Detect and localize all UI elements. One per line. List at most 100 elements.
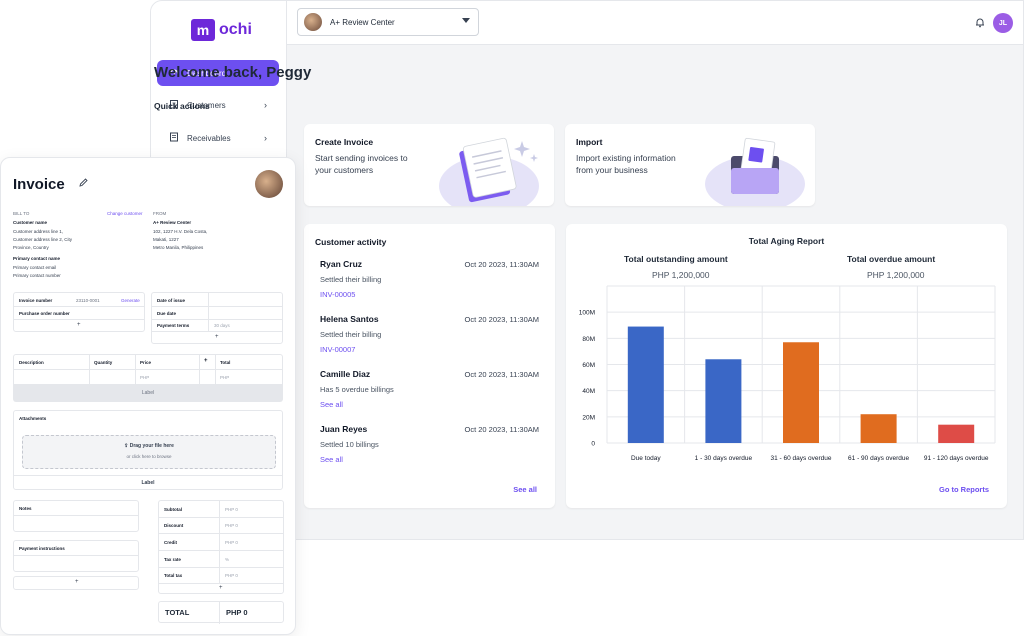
- see-all-link[interactable]: See all: [513, 485, 537, 494]
- activity-link[interactable]: INV-00007: [320, 345, 356, 354]
- sidebar-item-receivables[interactable]: Receivables ›: [157, 125, 279, 151]
- payment-instructions-label: Payment instructions: [19, 546, 65, 551]
- y-tick-label: 20M: [582, 414, 595, 421]
- add-column-button[interactable]: +: [204, 358, 208, 364]
- x-tick-label: 61 - 90 days overdue: [848, 455, 909, 462]
- file-dropzone[interactable]: ⇪ Drag your file here or click here to b…: [22, 435, 276, 469]
- card-subtitle: Import existing information from your bu…: [576, 153, 676, 175]
- dates-box: Date of issue Due date Payment terms 30 …: [151, 292, 283, 344]
- address-line-1: Customer address line 1,: [13, 229, 64, 234]
- aging-report-card: Total Aging Report Total outstanding amo…: [566, 224, 1007, 508]
- sidebar-item-customers[interactable]: Customers ›: [157, 92, 279, 118]
- generate-link[interactable]: Generate: [121, 298, 140, 303]
- primary-contact-number: Primary contact number: [13, 273, 61, 278]
- attachments-label: Attachments: [19, 416, 47, 421]
- summary-value[interactable]: %: [225, 557, 230, 562]
- bell-icon[interactable]: [975, 17, 985, 31]
- payment-terms-input[interactable]: 30 days: [214, 323, 230, 328]
- address-line-3: Province, Country: [13, 245, 49, 250]
- organization-select[interactable]: A+ Review Center: [297, 8, 479, 36]
- add-section-row: +: [13, 576, 139, 590]
- add-summary-row-button[interactable]: +: [219, 585, 223, 591]
- go-to-reports-link[interactable]: Go to Reports: [939, 485, 989, 494]
- activity-description: Settled their billing: [320, 275, 382, 284]
- column-header-price: Price: [140, 360, 152, 365]
- sidebar-item-label: Customers: [187, 100, 226, 110]
- activity-item: Juan Reyes Settled 10 billings See all: [320, 424, 379, 464]
- x-tick-label: Due today: [631, 455, 661, 462]
- outstanding-label: Total outstanding amount: [624, 254, 728, 264]
- logo-text: ochi: [219, 21, 252, 38]
- activity-link[interactable]: See all: [320, 400, 343, 409]
- invoice-illustration-icon: [439, 137, 539, 206]
- y-tick-label: 80M: [582, 336, 595, 343]
- aging-report-title: Total Aging Report: [748, 236, 825, 246]
- bar[interactable]: [705, 359, 742, 443]
- add-row-button[interactable]: +: [215, 334, 219, 340]
- create-invoice-card[interactable]: Create Invoice Start sending invoices to…: [304, 124, 554, 206]
- x-tick-label: 31 - 60 days overdue: [770, 455, 831, 462]
- activity-name: Ryan Cruz: [320, 259, 363, 269]
- card-subtitle: Start sending invoices to your customers: [315, 153, 408, 175]
- summary-value: PHP 0: [225, 573, 238, 578]
- invoice-title: Invoice: [13, 176, 65, 193]
- y-tick-label: 0: [591, 441, 595, 448]
- add-section-button[interactable]: +: [75, 579, 79, 585]
- activity-description: Settled 10 billings: [320, 440, 379, 449]
- y-tick-label: 40M: [582, 388, 595, 395]
- x-tick-label: 1 - 30 days overdue: [695, 455, 753, 462]
- browse-text: or click here to browse: [126, 454, 172, 459]
- summary-value[interactable]: PHP 0: [225, 540, 238, 545]
- activity-item: Camille Diaz Has 5 overdue billings See …: [320, 369, 394, 409]
- po-label: Purchase order number: [19, 311, 70, 316]
- from-address-3: Metro Manila, Philippines: [153, 245, 204, 250]
- payment-instructions-box: Payment instructions: [13, 540, 139, 572]
- customer-name-label: Customer name: [13, 220, 48, 225]
- building-icon: [169, 99, 179, 111]
- price-input[interactable]: PHP: [140, 375, 150, 380]
- notes-box: Notes: [13, 500, 139, 532]
- activity-link[interactable]: INV-00005: [320, 290, 356, 299]
- primary-contact-label: Primary contact name: [13, 256, 61, 261]
- bar[interactable]: [783, 342, 819, 443]
- receipt-icon: [169, 132, 179, 144]
- column-header-description: Description: [19, 360, 44, 365]
- chevron-right-icon: ›: [264, 100, 267, 110]
- total-box: TOTAL PHP 0: [158, 601, 284, 624]
- sidebar-item-label: Dashboard: [187, 68, 227, 78]
- summary-value: PHP 0: [225, 507, 238, 512]
- bar[interactable]: [860, 414, 897, 443]
- total-label: TOTAL: [165, 608, 190, 617]
- from-name: A+ Review Center: [153, 220, 192, 225]
- pencil-icon[interactable]: [79, 178, 88, 190]
- due-date-label: Due date: [157, 311, 177, 316]
- from-label: FROM: [153, 211, 167, 216]
- import-card[interactable]: Import Import existing information from …: [565, 124, 815, 206]
- bar[interactable]: [938, 424, 975, 443]
- add-row-button[interactable]: +: [77, 322, 81, 328]
- topbar: A+ Review Center JL: [287, 1, 1023, 45]
- chevron-right-icon: ›: [264, 133, 267, 143]
- sidebar-item-label: Receivables: [187, 133, 231, 143]
- activity-description: Settled their billing: [320, 330, 382, 339]
- bar[interactable]: [627, 326, 664, 443]
- summary-value[interactable]: PHP 0: [225, 523, 238, 528]
- change-customer-link[interactable]: Change customer: [107, 211, 143, 216]
- user-avatar[interactable]: JL: [993, 13, 1013, 33]
- customer-avatar[interactable]: [255, 170, 283, 198]
- card-title: Create Invoice: [315, 137, 374, 147]
- sidebar-item-dashboard[interactable]: Dashboard: [157, 60, 279, 86]
- chevron-down-icon: [462, 18, 470, 23]
- activity-name: Juan Reyes: [320, 424, 368, 434]
- summary-label: Discount: [164, 523, 184, 528]
- upload-icon: ⇪: [124, 443, 130, 449]
- summary-label: Total tax: [164, 573, 183, 578]
- customer-activity-card: Customer activity Ryan Cruz Settled thei…: [304, 224, 555, 508]
- invoice-number-input[interactable]: 23110-0001: [76, 298, 100, 303]
- activity-item: Helena Santos Settled their billing INV-…: [320, 314, 381, 354]
- y-tick-label: 100M: [579, 310, 595, 317]
- from-address-2: Makati, 1227: [153, 237, 179, 242]
- label-bar[interactable]: Label: [13, 384, 283, 402]
- logo[interactable]: m ochi: [191, 19, 252, 41]
- activity-link[interactable]: See all: [320, 455, 343, 464]
